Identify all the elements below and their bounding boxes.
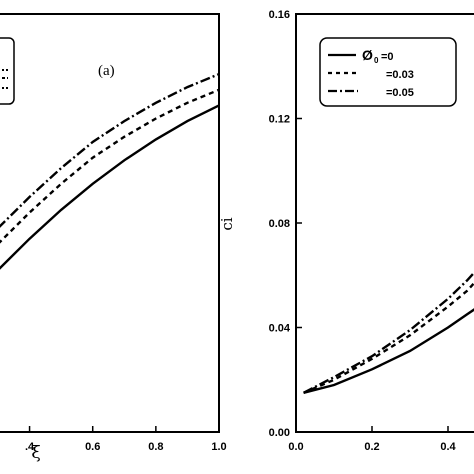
legend-label-2: =0.05 — [386, 87, 414, 99]
panel-b-y-tick-label: 0.08 — [269, 218, 290, 230]
legend-label-0: =0 — [381, 51, 394, 63]
panel-a-legend — [0, 37, 15, 105]
panel-b-series-line-dash-dot — [303, 271, 474, 394]
legend-phi-symbol: Ø — [362, 47, 373, 63]
panel-b-x-tick-label: 0.4 — [440, 441, 456, 453]
legend-phi-subscript: 0 — [374, 56, 379, 65]
panel-a-series-line-dashed — [0, 88, 220, 244]
panel-b-x-tick-label: 0.2 — [364, 441, 379, 453]
legend-label-1: =0.03 — [386, 69, 414, 81]
panel-a-label: (a) — [98, 63, 115, 79]
panel-a-frame — [0, 13, 220, 433]
panel-b: 0.0 0.2 0.4 0.00 0.04 0.08 0.12 0.16 ci Ø 0 =0… — [218, 9, 474, 453]
panel-b-x-tick-label: 0.0 — [288, 441, 303, 453]
panel-b-x-ticks: 0.0 0.2 0.4 — [288, 426, 457, 453]
panel-a-x-tick-label: .4 — [25, 441, 35, 453]
panel-b-ylabel: ci — [218, 217, 236, 230]
panel-a: .4 0.6 0.8 1.0 (a) ξ — [0, 13, 227, 463]
panel-b-y-tick-label: 0.12 — [269, 114, 290, 126]
panel-b-series — [303, 271, 474, 394]
panel-b-series-line-solid — [303, 308, 474, 394]
panel-b-y-tick-label: 0.16 — [269, 9, 290, 21]
panel-b-legend: Ø 0 =0 =0.03 =0.05 — [319, 37, 457, 107]
panel-a-x-ticks: .4 0.6 0.8 1.0 — [25, 426, 227, 453]
panel-b-y-tick-label: 0.04 — [269, 323, 291, 335]
panel-b-series-line-dashed — [303, 281, 474, 394]
panel-a-series-line-solid — [0, 104, 220, 270]
panel-a-xlabel: ξ — [31, 443, 40, 463]
panel-a-x-tick-label: 1.0 — [211, 441, 226, 453]
panel-b-y-tick-label: 0.00 — [269, 427, 290, 439]
panel-a-series — [0, 72, 220, 270]
panel-a-x-tick-label: 0.8 — [148, 441, 163, 453]
panel-b-y-ticks: 0.00 0.04 0.08 0.12 0.16 — [269, 9, 302, 439]
panel-a-x-tick-label: 0.6 — [85, 441, 100, 453]
panel-a-series-line-dash-dot — [0, 72, 220, 228]
